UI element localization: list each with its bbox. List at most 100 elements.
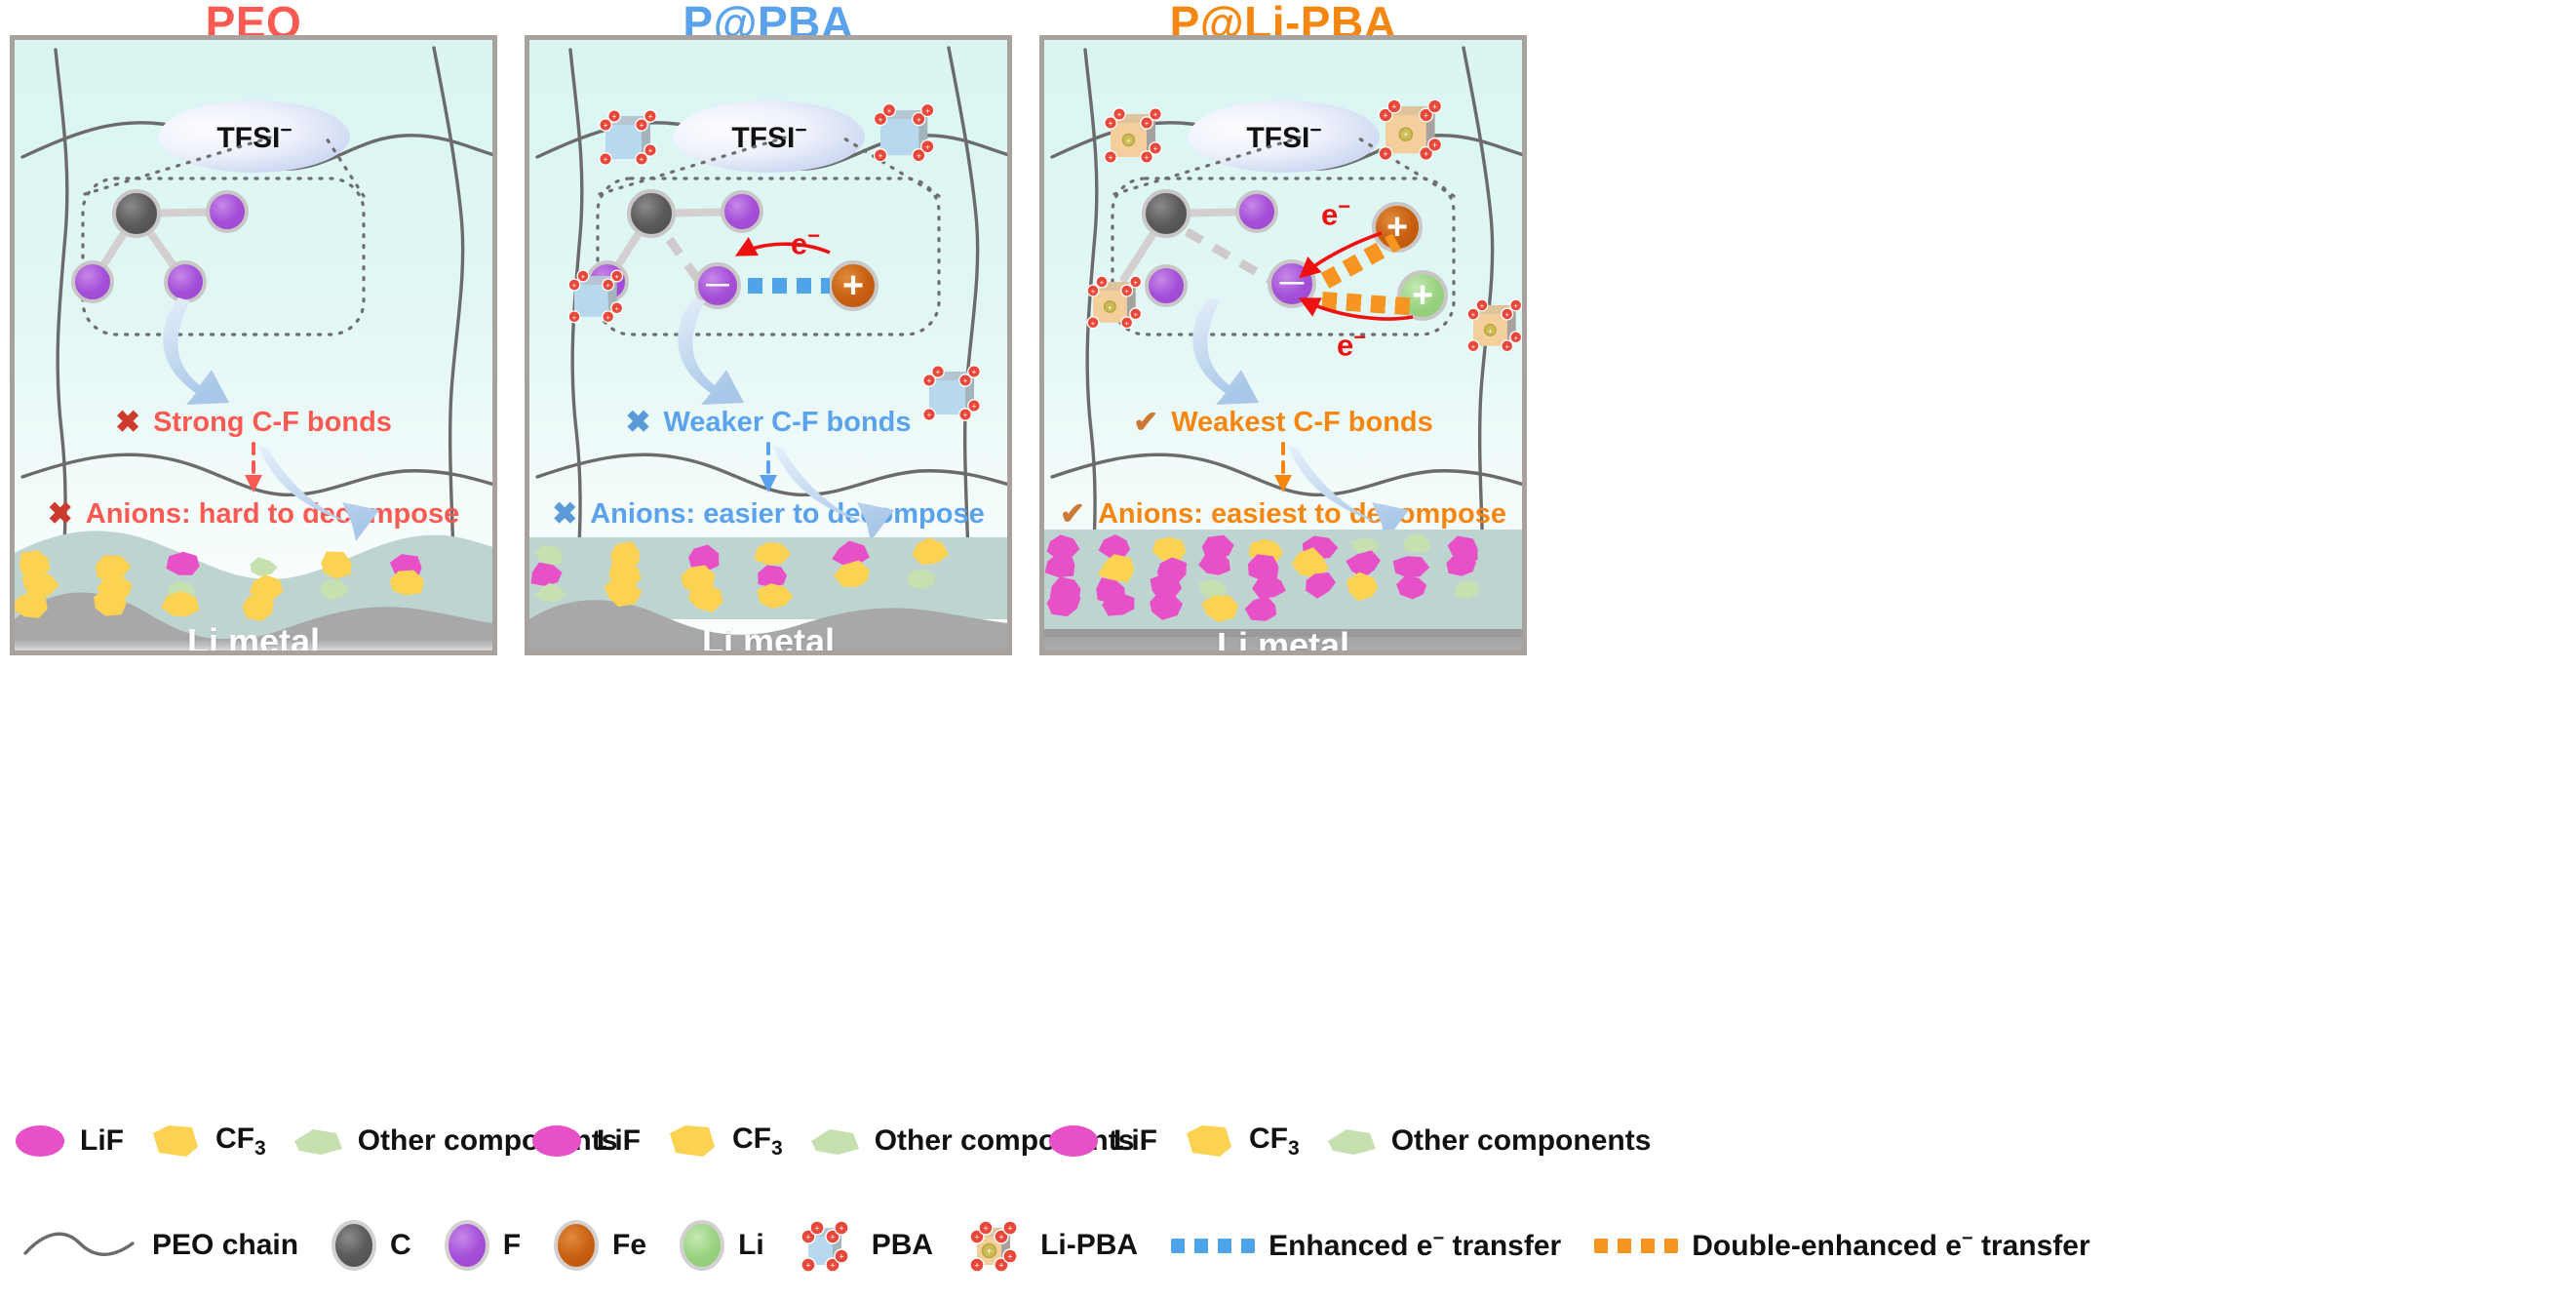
cf3-particle	[833, 560, 870, 588]
pba-cube: + + + + + + +	[871, 100, 937, 165]
fluorine-atom	[1145, 264, 1188, 307]
legend-item-fluorine-atom: F	[444, 1220, 522, 1271]
lif-particle	[1102, 593, 1135, 616]
cube-shape: + + + + + + +	[922, 365, 981, 421]
svg-text:+: +	[1126, 137, 1131, 145]
svg-text:+: +	[927, 376, 932, 385]
svg-text:+: +	[572, 281, 577, 290]
legend-item-cf3-chip: CF3	[149, 1122, 266, 1161]
svg-text:+: +	[648, 146, 653, 155]
legend-label-fluorine-atom: F	[502, 1229, 522, 1261]
iron-cation: +	[828, 260, 878, 311]
svg-text:+: +	[1124, 319, 1129, 328]
lif-particle	[1446, 554, 1477, 576]
cube-shape: ++ ++ ++ ++	[1104, 107, 1162, 164]
cf3-particle	[95, 555, 132, 584]
sei-layer-p-li-pba	[1044, 530, 1522, 650]
svg-text:+: +	[972, 402, 977, 411]
svg-text:+: +	[1117, 110, 1122, 119]
sei-formation-arrow	[773, 446, 894, 541]
panel-p-pba: TFSI− — + e− + + + + + + + + + + + + + + + + + + + + + + + + + + + + ✖ We…	[525, 35, 1012, 655]
svg-text:+: +	[917, 114, 921, 124]
svg-text:+: +	[640, 155, 644, 164]
lif-particle	[1306, 572, 1336, 599]
svg-text:+: +	[605, 281, 610, 290]
svg-text:+: +	[1403, 130, 1408, 139]
cube-shape: ++ ++ ++ ++	[1466, 298, 1522, 353]
svg-text:+: +	[998, 1233, 1003, 1242]
svg-text:+: +	[830, 1233, 835, 1242]
li-pba-cube: + + + + + + + +	[1101, 104, 1165, 167]
lif-particle	[1046, 589, 1081, 617]
cf3-particle	[604, 576, 643, 608]
statement-bonds-peo: ✖ Strong C-F bonds	[15, 405, 492, 440]
sei-layer-peo	[15, 531, 492, 650]
cf3-particle	[1097, 554, 1135, 583]
svg-text:+: +	[987, 1247, 993, 1258]
svg-text:+: +	[974, 1261, 979, 1271]
sei-formation-arrow	[258, 446, 379, 541]
cf3-particle	[15, 591, 48, 618]
legend-label-peo-chain: PEO chain	[152, 1229, 299, 1261]
svg-text:+: +	[1424, 111, 1428, 121]
panel-p-li-pba: TFSI− — + + e− e− + + + + + + + + + + + + + + + + + + + + + + + + + + + +…	[1039, 35, 1527, 655]
lif-particle	[832, 540, 870, 567]
lif-particle	[1396, 575, 1427, 600]
statement-mark: ✖	[625, 405, 651, 439]
lif-particle	[1201, 534, 1234, 560]
svg-text:+: +	[1145, 119, 1150, 128]
lif-particle	[1346, 550, 1381, 578]
statement-mark: ✔	[1133, 405, 1159, 439]
cube-shape: + + + + + + +	[873, 102, 935, 163]
svg-text:+: +	[925, 142, 930, 152]
statement-anions-peo: ✖ Anions: hard to decompose	[15, 496, 492, 532]
other-particle	[250, 557, 278, 576]
legend-label-iron-atom: Fe	[612, 1229, 647, 1261]
legend-label-other-chip: Other components	[1390, 1124, 1652, 1157]
svg-text:+: +	[1108, 303, 1112, 312]
iron-atom-icon	[554, 1220, 600, 1271]
li-metal-label-p-li-pba: Li metal	[1216, 625, 1350, 655]
peo-chain-icon	[23, 1232, 135, 1256]
svg-text:+: +	[1153, 110, 1158, 119]
svg-text:+: +	[604, 121, 608, 130]
legend-item-lif-chip: LiF	[530, 1122, 641, 1161]
svg-text:+: +	[1133, 310, 1138, 319]
pba-cube: + + + + + + +	[565, 266, 627, 327]
svg-text:+: +	[1504, 310, 1509, 319]
svg-text:+: +	[648, 112, 653, 121]
tfsi-bubble-p-li-pba: TFSI−	[1189, 100, 1380, 173]
other-particle	[534, 582, 566, 602]
cf3-particle	[161, 591, 200, 617]
statement-text: Anions: hard to decompose	[85, 497, 460, 530]
legend-label-enhanced-transfer: Enhanced e− transfer	[1268, 1228, 1562, 1262]
legend-label-carbon-atom: C	[390, 1229, 411, 1261]
li-pba-cube: + + + + + + + +	[1376, 97, 1445, 163]
legend-item-cf3-chip: CF3	[666, 1122, 783, 1161]
sei-formation-arrow	[1288, 446, 1409, 541]
lif-particle	[1252, 574, 1286, 599]
legend-item-lif-chip: LiF	[1047, 1122, 1157, 1161]
cf3-particle	[321, 551, 352, 579]
cf3-particle	[1151, 536, 1187, 564]
statement-mark: ✖	[115, 405, 141, 439]
svg-text:+: +	[1383, 149, 1387, 159]
pba-cube-icon: + + + + + + +	[800, 1220, 849, 1273]
plus-sign: +	[841, 264, 864, 306]
cf3-particle	[1291, 547, 1329, 578]
legend-label-lif-chip: LiF	[80, 1124, 124, 1157]
legend-item-carbon-atom: C	[332, 1220, 411, 1271]
cf3-chip	[1187, 1125, 1231, 1157]
svg-text:+: +	[1432, 140, 1437, 150]
svg-text:+: +	[830, 1261, 835, 1271]
lithium-atom-icon	[680, 1220, 725, 1271]
cube-shape: + + + + + + +	[567, 269, 624, 324]
electron-label-top: e−	[1321, 194, 1351, 232]
legend-label-cf3-chip: CF3	[215, 1122, 266, 1160]
peo-chain-network	[20, 46, 492, 619]
li-metal-label-p-pba: Li metal	[701, 621, 836, 655]
panel-peo: TFSI− ✖ Strong C-F bonds ✖ Anions: hard to d…	[10, 35, 497, 655]
electron-arrows	[1298, 231, 1414, 321]
lif-chip	[532, 1125, 581, 1157]
lif-particle	[1150, 592, 1184, 620]
